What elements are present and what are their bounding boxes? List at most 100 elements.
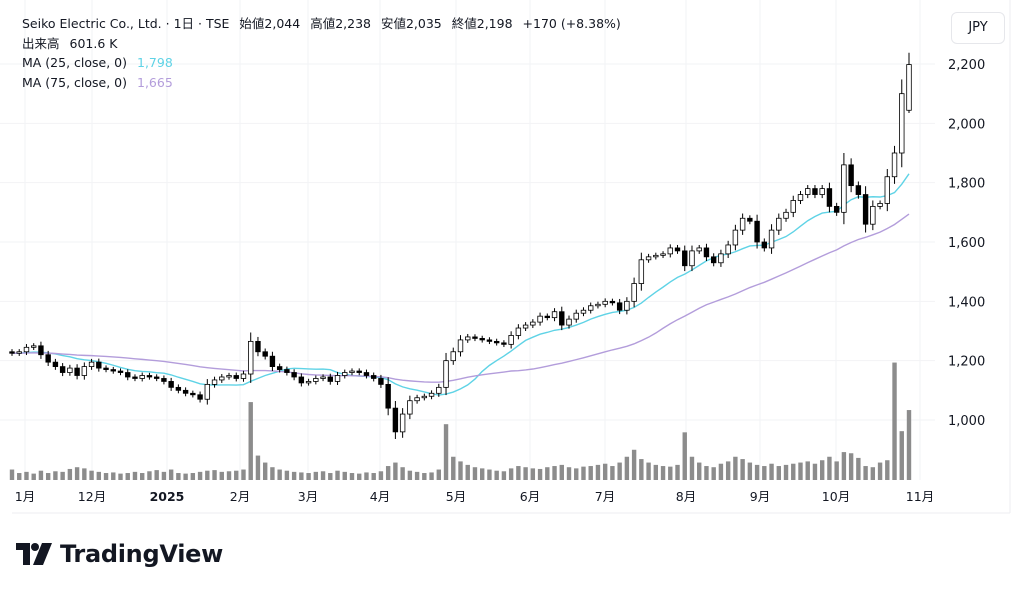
- candle-down: [855, 185, 862, 195]
- candle-up: [776, 217, 782, 231]
- candle-up: [428, 392, 435, 397]
- volume-bar: [516, 466, 521, 480]
- volume-bar: [718, 463, 724, 480]
- candle-up: [139, 375, 145, 379]
- volume-bar: [581, 466, 586, 480]
- volume-bar: [689, 456, 695, 480]
- volume-bar: [176, 473, 181, 480]
- candle-up: [407, 400, 413, 415]
- candle-up: [81, 366, 88, 376]
- candle-down: [153, 376, 160, 379]
- candle-down: [862, 194, 869, 225]
- candle-down: [255, 340, 261, 353]
- volume-bar: [31, 473, 36, 480]
- x-tick-label: 4月: [370, 489, 390, 504]
- volume-bar: [364, 472, 369, 480]
- candle-down: [472, 336, 478, 339]
- volume-bar: [451, 456, 456, 480]
- candle-up: [88, 361, 95, 367]
- volume-bar: [255, 455, 261, 480]
- candle-down: [826, 188, 833, 207]
- y-tick-label: 1,200: [948, 355, 985, 370]
- candle-up: [443, 360, 449, 388]
- volume-bar: [668, 466, 673, 480]
- volume-bar: [313, 471, 319, 480]
- volume-bar: [328, 473, 333, 480]
- x-tick-label: 5月: [446, 489, 466, 504]
- volume-bar: [834, 461, 839, 480]
- y-tick-label: 1,600: [948, 236, 985, 251]
- candle-up: [537, 315, 543, 323]
- candle-down: [370, 375, 377, 379]
- currency-button[interactable]: JPY: [951, 12, 1005, 44]
- ma75-label: MA (75, close, 0): [22, 74, 128, 90]
- candle-down: [754, 220, 760, 243]
- volume-bar: [602, 463, 608, 480]
- candle-up: [602, 300, 608, 305]
- volume-bar: [762, 466, 767, 480]
- x-tick-label: 11月: [906, 489, 934, 504]
- candle-down: [168, 381, 174, 388]
- y-tick-label: 1,400: [948, 295, 985, 310]
- candle-up: [805, 188, 811, 195]
- volume-value: 601.6 K: [69, 35, 118, 51]
- x-tick-label: 6月: [520, 489, 540, 504]
- candle-down: [392, 407, 399, 433]
- volume-bar: [205, 470, 210, 480]
- volume-bar: [436, 469, 441, 480]
- high-value: 高値2,238: [310, 16, 371, 31]
- candle-down: [117, 370, 124, 373]
- candle-down: [132, 376, 138, 379]
- x-tick-label: 9月: [750, 489, 770, 504]
- volume-bar: [646, 462, 651, 480]
- candle-down: [761, 241, 768, 249]
- candle-up: [508, 335, 514, 345]
- candle-down: [161, 378, 167, 382]
- volume-bar: [53, 471, 58, 480]
- volume-bar: [96, 471, 102, 480]
- tradingview-logo[interactable]: TradingView: [16, 540, 223, 568]
- candle-up: [841, 164, 847, 213]
- candle-up: [624, 300, 630, 311]
- candle-down: [96, 361, 102, 369]
- volume-bar: [631, 449, 637, 480]
- candle-up: [305, 381, 312, 384]
- volume-bar: [552, 466, 557, 480]
- candle-down: [233, 375, 239, 379]
- volume-bar: [508, 468, 514, 480]
- volume-bar: [595, 464, 601, 480]
- candle-up: [588, 305, 594, 311]
- candle-down: [493, 340, 500, 344]
- candle-up: [23, 346, 30, 353]
- candle-up: [725, 244, 731, 255]
- candle-up: [877, 203, 883, 207]
- volume-bar: [827, 456, 832, 480]
- volume-bar: [899, 431, 904, 480]
- candle-up: [783, 211, 789, 219]
- candle-up: [421, 395, 428, 399]
- candle-up: [436, 386, 442, 394]
- candle-down: [609, 300, 616, 304]
- candle-down: [298, 376, 305, 384]
- candle-down: [674, 247, 681, 252]
- candle-up: [226, 375, 232, 378]
- volume-bar: [168, 469, 174, 480]
- volume-bar: [639, 459, 644, 480]
- volume-bar: [429, 472, 434, 480]
- candle-up: [797, 194, 804, 201]
- candle-down: [45, 354, 51, 363]
- volume-bar: [111, 472, 116, 480]
- candle-down: [175, 386, 182, 391]
- volume-bar: [523, 467, 528, 480]
- volume-bar: [530, 468, 536, 480]
- volume-bar: [335, 470, 340, 480]
- volume-bar: [487, 469, 492, 480]
- low-value: 安値2,035: [380, 16, 442, 31]
- symbol-title: Seiko Electric Co., Ltd. · 1日 · TSE: [22, 16, 230, 31]
- candle-down: [385, 383, 391, 409]
- candle-down: [59, 366, 66, 373]
- y-tick-label: 1,000: [948, 414, 985, 429]
- volume-bar: [769, 463, 774, 480]
- candle-up: [551, 311, 558, 319]
